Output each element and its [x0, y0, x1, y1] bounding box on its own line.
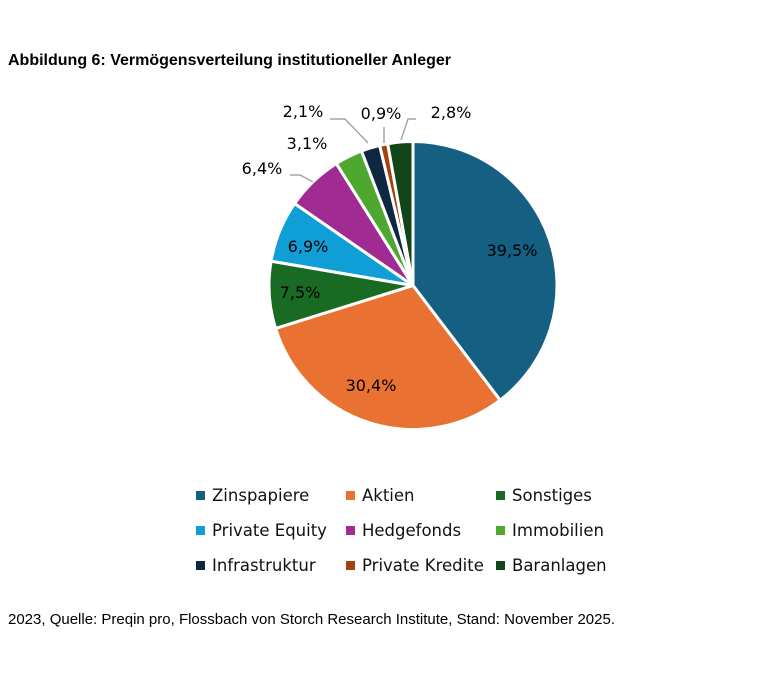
legend-swatch — [346, 561, 355, 570]
chart-title: Abbildung 6: Vermögensverteilung institu… — [8, 52, 452, 69]
data-label-sonstiges: 7,5% — [280, 283, 321, 302]
legend-label: Hedgefonds — [362, 521, 462, 540]
legend-item-immobilien: Immobilien — [496, 521, 626, 540]
data-label-baranlagen: 2,8% — [431, 103, 472, 122]
legend-label: Sonstiges — [512, 486, 592, 505]
legend-item-private-kredite: Private Kredite — [346, 556, 496, 575]
legend-item-aktien: Aktien — [346, 486, 496, 505]
legend-swatch — [496, 526, 505, 535]
legend-swatch — [496, 491, 505, 500]
legend-label: Private Kredite — [362, 556, 484, 575]
legend-item-zinspapiere: Zinspapiere — [196, 486, 346, 505]
data-label-zinspapiere: 39,5% — [487, 241, 538, 260]
legend-label: Immobilien — [512, 521, 604, 540]
legend-swatch — [496, 561, 505, 570]
legend-swatch — [196, 561, 205, 570]
pie-chart: 39,5% 30,4% 7,5% 6,9% 6,4%3,1% 2,1% 0,9% 2,8% — [242, 102, 559, 431]
legend-label: Private Equity — [212, 521, 327, 540]
footnote: 2023, Quelle: Preqin pro, Flossbach von … — [8, 611, 616, 628]
pie-slice-baranlagen — [386, 140, 415, 287]
leader-line — [290, 174, 314, 183]
legend-item-baranlagen: Baranlagen — [496, 556, 626, 575]
data-label-private-kredite: 0,9% — [361, 104, 402, 123]
legend-item-infrastruktur: Infrastruktur — [196, 556, 346, 575]
data-label-immobilien: 3,1% — [287, 134, 328, 153]
legend-item-sonstiges: Sonstiges — [496, 486, 626, 505]
legend-item-private-equity: Private Equity — [196, 521, 346, 540]
data-label-aktien: 30,4% — [346, 376, 397, 395]
legend-label: Infrastruktur — [212, 556, 316, 575]
data-label-infrastruktur: 2,1% — [283, 102, 324, 121]
legend: Zinspapiere Aktien Sonstiges Private Equity… — [196, 486, 626, 575]
data-label-hedgefonds: 6,4% — [242, 159, 283, 178]
legend-swatch — [346, 491, 355, 500]
legend-swatch — [196, 491, 205, 500]
legend-label: Aktien — [362, 486, 415, 505]
legend-swatch — [346, 526, 355, 535]
legend-label: Baranlagen — [512, 556, 607, 575]
legend-swatch — [196, 526, 205, 535]
leader-line — [330, 118, 369, 144]
leader-line — [400, 118, 416, 141]
legend-item-hedgefonds: Hedgefonds — [346, 521, 496, 540]
data-label-private-equity: 6,9% — [288, 237, 329, 256]
pie-slice-aktien — [274, 284, 502, 431]
pie-slice-zinspapiere — [411, 140, 559, 402]
legend-label: Zinspapiere — [212, 486, 310, 505]
